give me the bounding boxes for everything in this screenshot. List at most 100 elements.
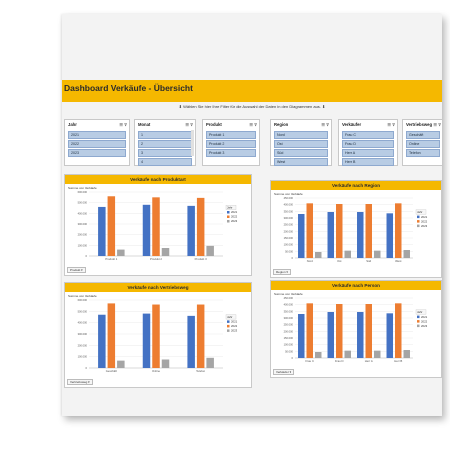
y-tick-label: 400.000 (284, 203, 294, 207)
slicer-header: Vertriebsweg ☰ ⊽ (403, 120, 442, 130)
slicer-item[interactable]: Herr A (342, 149, 394, 157)
x-tick-label: Online (152, 369, 161, 373)
y-tick-label: 350.000 (284, 209, 294, 213)
bar-2022 (152, 304, 160, 368)
chart-panel-person: Verkäufe nach Person Summe von Verkäufe 4… (270, 280, 442, 378)
legend-title: Jahr (227, 315, 233, 319)
bar-2021 (327, 212, 335, 258)
dashboard-sheet: Dashboard Verkäufe - Übersicht ⬇ Wählen … (62, 14, 442, 416)
slicer-header: Monat ☰ ⊽ (135, 120, 195, 130)
bar-2022 (395, 203, 402, 258)
chart-filter-button[interactable]: Produkt ▾ (67, 267, 86, 273)
clear-filter-icon[interactable]: ⊽ (392, 122, 395, 127)
legend-title: Jahr (227, 206, 233, 210)
chart-filter-button[interactable]: Verkäufer ▾ (273, 369, 295, 375)
x-tick-label: Süd (366, 259, 371, 263)
slicer-item[interactable]: Herr B (342, 158, 394, 166)
x-tick-label: Telefon (196, 369, 205, 373)
y-tick-label: 100.000 (284, 343, 294, 347)
clear-filter-icon[interactable]: ⊽ (124, 122, 127, 127)
multi-select-icon[interactable]: ☰ (387, 122, 391, 127)
legend-title: Jahr (417, 310, 423, 314)
page-title: Dashboard Verkäufe - Übersicht (64, 83, 193, 93)
slicer-item[interactable]: Telefon (406, 149, 440, 157)
x-tick-label: West (395, 259, 402, 263)
bar-2021 (98, 206, 106, 256)
chart-filter-button[interactable]: Vertriebsweg ▾ (67, 379, 93, 385)
bar-2022 (306, 203, 313, 258)
bar-2023 (403, 250, 410, 258)
clear-filter-icon[interactable]: ⊽ (326, 122, 329, 127)
bar-2023 (117, 249, 125, 256)
bar-2022 (152, 197, 160, 256)
multi-select-icon[interactable]: ☰ (119, 122, 123, 127)
clear-filter-icon[interactable]: ⊽ (254, 122, 257, 127)
legend-entry: 2022 (231, 215, 238, 219)
slicer-item[interactable]: Süd (274, 149, 328, 157)
legend-swatch (227, 320, 230, 323)
filter-hint-text: Wählen Sie hier Ihre Filter für die Ausw… (183, 104, 321, 109)
slicer-item[interactable]: Frau C (342, 131, 394, 139)
slicer-item[interactable]: Nord (274, 131, 328, 139)
bar-2023 (206, 245, 214, 256)
y-tick-label: 600.000 (78, 298, 88, 302)
slicer-region: Region ☰ ⊽ Nord Ost Süd West (270, 119, 332, 166)
bar-2022 (336, 304, 343, 358)
y-tick-label: 150.000 (284, 336, 294, 340)
x-tick-label: Produkt 1 (105, 257, 117, 261)
multi-select-icon[interactable]: ☰ (185, 122, 189, 127)
legend-entry: 2021 (231, 320, 238, 324)
chart-title: Verkäufe nach Vertriebsweg (65, 283, 251, 292)
multi-select-icon[interactable]: ☰ (321, 122, 325, 127)
slicer-scrollbar[interactable] (191, 130, 194, 156)
x-tick-label: Nord (307, 259, 314, 263)
y-tick-label: 150.000 (284, 236, 294, 240)
slicer-item[interactable]: Produkt 2 (206, 140, 256, 148)
measure-label: Summe von Verkäufe (68, 294, 97, 298)
clear-filter-icon[interactable]: ⊽ (190, 122, 193, 127)
slicer-item[interactable]: Geschäft (406, 131, 440, 139)
y-tick-label: 450.000 (284, 296, 294, 300)
slicer-item[interactable]: Frau D (342, 140, 394, 148)
slicer-item[interactable]: 2022 (68, 140, 126, 148)
legend-filter-button (415, 209, 427, 215)
slicer-item[interactable]: West (274, 158, 328, 166)
slicer-item[interactable]: 4 (138, 158, 192, 166)
slicer-monat: Monat ☰ ⊽ 1 2 3 4 (134, 119, 196, 166)
x-tick-label: Frau C (305, 359, 314, 363)
legend-entry: 2023 (231, 329, 238, 333)
y-tick-label: 300.000 (78, 222, 88, 226)
measure-label: Summe von Verkäufe (274, 292, 303, 296)
slicer-item[interactable]: 2 (138, 140, 192, 148)
bar-2023 (161, 248, 170, 256)
x-tick-label: Produkt 3 (195, 257, 207, 261)
multi-select-icon[interactable]: ☰ (433, 122, 437, 127)
x-tick-label: Produkt 2 (150, 257, 162, 261)
slicer-item[interactable]: 3 (138, 149, 192, 157)
slicer-item[interactable]: Produkt 1 (206, 131, 256, 139)
multi-select-icon[interactable]: ☰ (249, 122, 253, 127)
chart-filter-button[interactable]: Region ▾ (273, 269, 291, 275)
slicer-item[interactable]: Ost (274, 140, 328, 148)
bar-2021 (386, 313, 394, 358)
y-tick-label: 200.000 (78, 233, 88, 237)
y-tick-label: 0 (86, 254, 88, 258)
slicer-item[interactable]: 2021 (68, 131, 126, 139)
slicer-header: Verkäufer ☰ ⊽ (339, 120, 397, 130)
chart-panel-vertriebsweg: Verkäufe nach Vertriebsweg Summe von Ver… (64, 282, 252, 388)
y-tick-label: 400.000 (78, 211, 88, 215)
legend-entry: 2023 (231, 219, 238, 223)
slicer-item[interactable]: Produkt 3 (206, 149, 256, 157)
y-tick-label: 50.000 (285, 349, 293, 353)
y-tick-label: 100.000 (78, 355, 88, 359)
slicer-item[interactable]: 2023 (68, 149, 126, 157)
slicer-item[interactable]: 1 (138, 131, 192, 139)
clear-filter-icon[interactable]: ⊽ (438, 122, 441, 127)
y-tick-label: 200.000 (78, 343, 88, 347)
slicer-item[interactable]: Online (406, 140, 440, 148)
chart-panel-produktart: Verkäufe nach Produktart Summe von Verkä… (64, 174, 252, 276)
chart-title: Verkäufe nach Produktart (65, 175, 251, 184)
bar-2021 (187, 205, 195, 256)
legend-swatch (417, 320, 420, 323)
